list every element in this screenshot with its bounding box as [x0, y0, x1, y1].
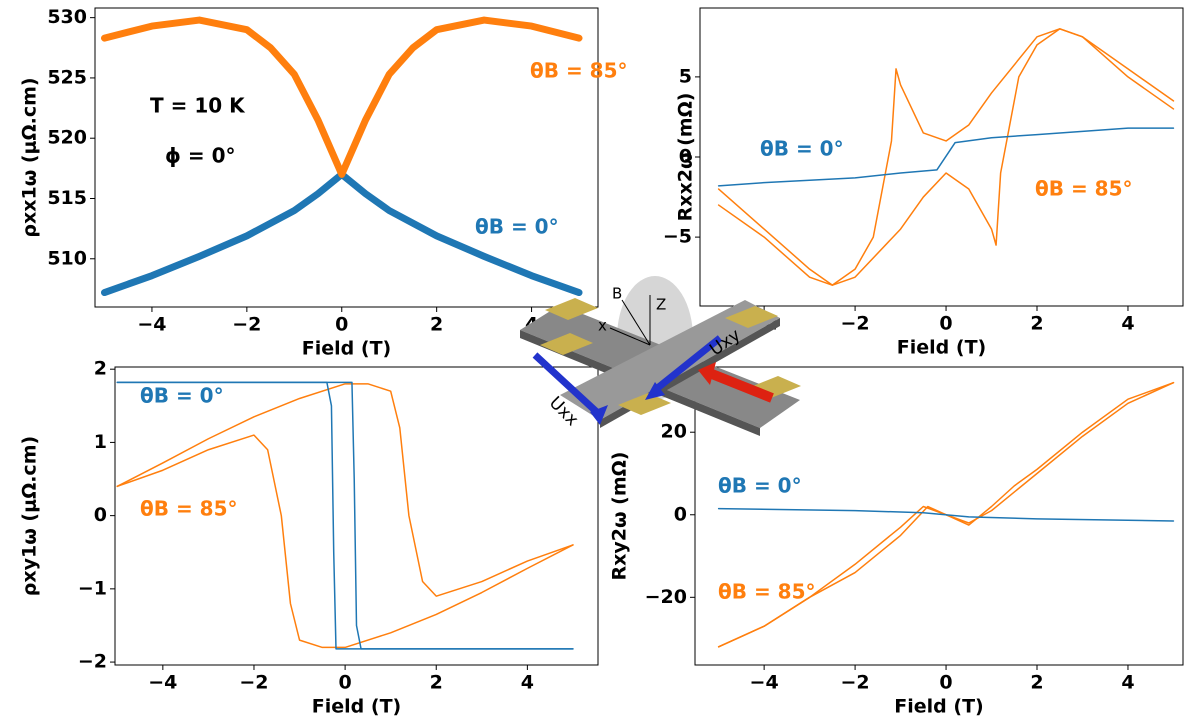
y-tick-label: 0	[679, 146, 692, 168]
arrow-head	[698, 362, 716, 385]
y-tick-label: −1	[78, 577, 107, 599]
axis-b	[621, 299, 651, 346]
x-axis-label: Field (T)	[894, 696, 983, 718]
data-line	[116, 383, 574, 597]
data-line	[717, 507, 1175, 522]
pad	[540, 333, 593, 355]
x-tick-label: 4	[1121, 672, 1134, 694]
y-tick-label: 1	[94, 431, 107, 453]
arrow-uxx	[532, 352, 603, 418]
annotation: ϕ = 0°	[165, 144, 236, 168]
x-tick-label: 2	[1030, 672, 1043, 694]
x-tick-label: −2	[841, 313, 870, 335]
device-bar	[560, 300, 780, 420]
y-tick-label: 5	[679, 65, 692, 87]
y-tick-label: −5	[663, 226, 692, 248]
plot-frame	[694, 366, 1184, 666]
x-tick-label: 4	[521, 672, 534, 694]
annotation: T = 10 K	[150, 94, 246, 118]
y-tick-label: −20	[645, 586, 687, 608]
y-tick-label: 515	[47, 187, 87, 209]
pad	[545, 298, 598, 320]
plots: −4−2024510515520525530Field (T)ρxx1ω (μΩ…	[19, 6, 1184, 718]
device-label: B	[612, 285, 622, 303]
x-axis-label: Field (T)	[302, 338, 391, 360]
x-tick-label: −4	[148, 672, 177, 694]
data-line	[100, 16, 583, 178]
y-axis-label: ρxy1ω (μΩ.cm)	[19, 436, 41, 596]
annotation: θB = 85°	[1035, 177, 1133, 201]
device-label: x	[598, 317, 607, 335]
y-tick-label: 0	[674, 503, 687, 525]
y-tick-label: 520	[47, 127, 87, 149]
x-axis-label: Field (T)	[312, 696, 401, 718]
x-tick-label: 4	[1121, 313, 1134, 335]
y-tick-label: 510	[47, 247, 87, 269]
x-tick-label: −4	[137, 314, 166, 336]
x-tick-label: −2	[232, 314, 261, 336]
annotation: θB = 85°	[140, 497, 238, 521]
y-axis-label: Rxx2ω (mΩ)	[675, 93, 697, 222]
x-tick-label: −4	[750, 672, 779, 694]
x-tick-label: 0	[939, 313, 952, 335]
x-tick-label: −2	[239, 672, 268, 694]
data-line	[116, 381, 574, 650]
x-tick-label: 0	[939, 672, 952, 694]
x-tick-label: 2	[430, 672, 443, 694]
device-label: Z	[656, 296, 666, 314]
data-line	[717, 28, 1175, 286]
annotation: θB = 85°	[718, 580, 816, 604]
arrow-uxy	[652, 335, 723, 393]
annotation: θB = 85°	[530, 59, 628, 83]
axis-x	[609, 327, 651, 346]
y-axis-label: Rxy2ω (mΩ)	[609, 452, 631, 581]
annotation: θB = 0°	[140, 384, 224, 408]
y-tick-label: 525	[47, 66, 87, 88]
arrow-current	[710, 369, 774, 403]
plot-frame	[94, 7, 599, 308]
x-tick-label: 2	[1030, 313, 1043, 335]
annotation: θB = 0°	[475, 215, 559, 239]
annotation: θB = 0°	[718, 474, 802, 498]
x-tick-label: −2	[841, 672, 870, 694]
y-tick-label: −2	[78, 651, 107, 673]
device-illustration: B Z x Uxy Uxx	[520, 276, 801, 436]
x-tick-label: 0	[335, 314, 348, 336]
y-tick-label: 20	[661, 421, 687, 443]
annotation: θB = 0°	[760, 137, 844, 161]
pad	[725, 306, 778, 328]
data-line	[717, 381, 1175, 648]
x-tick-label: 0	[338, 672, 351, 694]
arrow-head	[645, 382, 665, 400]
y-tick-label: 530	[47, 6, 87, 28]
x-axis-label: Field (T)	[897, 337, 986, 359]
y-tick-label: 2	[94, 358, 107, 380]
data-line	[717, 127, 1175, 187]
arrow-head	[590, 405, 608, 425]
y-tick-label: 0	[94, 504, 107, 526]
pad	[618, 393, 671, 415]
y-axis-label: ρxx1ω (μΩ.cm)	[19, 77, 41, 237]
data-line	[116, 434, 574, 649]
x-tick-label: 2	[430, 314, 443, 336]
